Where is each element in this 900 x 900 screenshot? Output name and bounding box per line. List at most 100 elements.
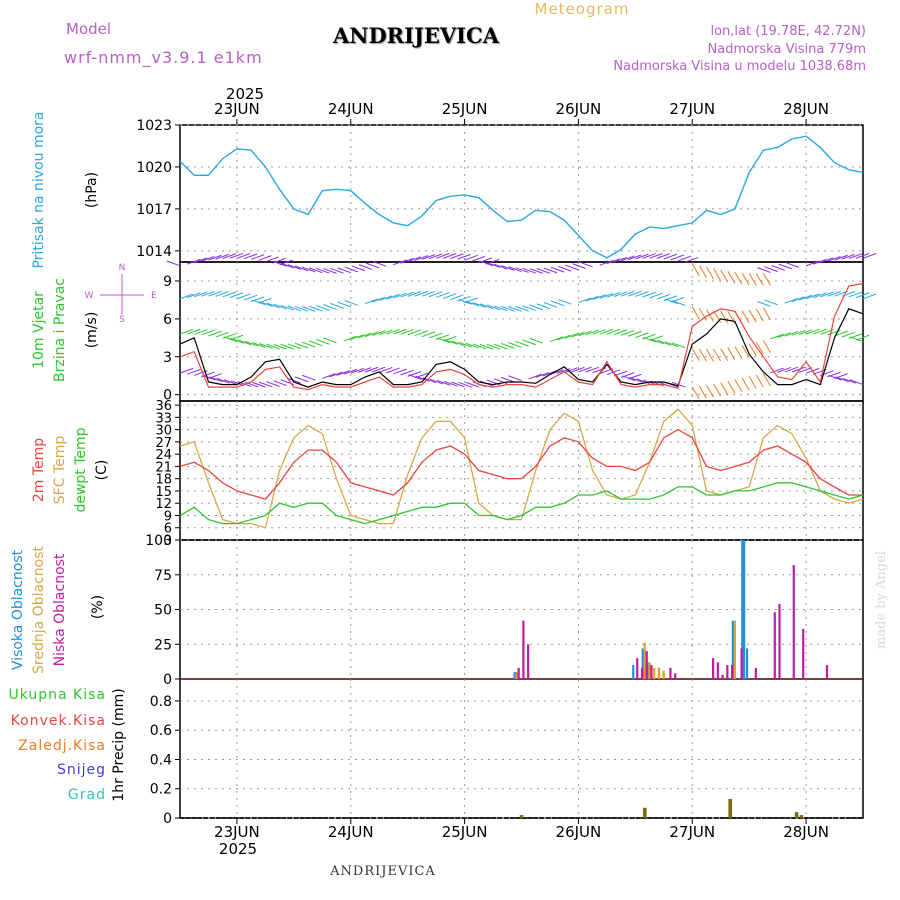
y-tick-label: 1014 (136, 244, 172, 260)
wind-barb (784, 366, 799, 373)
y-tick-label: 1023 (136, 118, 172, 134)
low-cloud-bar (825, 665, 829, 679)
low-cloud-bar (778, 603, 781, 679)
bottom-date-label: 26JUN (556, 823, 602, 841)
wind-barb (827, 291, 841, 297)
wind-barb (720, 269, 729, 283)
wind-barb (827, 371, 841, 378)
wind-barb (691, 386, 700, 400)
wind-barb (273, 380, 287, 387)
sfc-temp-line (179, 408, 864, 529)
wind-barb (635, 332, 649, 339)
wind-barb (522, 267, 536, 274)
wind-barb (834, 254, 848, 261)
wind-barb (677, 255, 692, 262)
y-tick-label: 0 (163, 672, 172, 688)
wind-barb (208, 290, 222, 297)
wind-barb (841, 331, 855, 338)
wind-barb (379, 366, 393, 373)
meteogram-label: Meteogram (535, 0, 630, 18)
cloud-title-3: Niska Oblacnost (52, 553, 68, 666)
wind-barb (236, 253, 251, 259)
wind-barb (229, 292, 244, 299)
wind-barb (628, 331, 642, 337)
wind-barb (252, 299, 266, 306)
wind-barb (649, 292, 663, 299)
pressure-line (179, 135, 864, 259)
wind-barb (407, 291, 421, 297)
y-tick-labels: 9 6 3 0 (163, 274, 863, 404)
wind-barb (465, 300, 479, 307)
page-title: ANDRIJEVICA (332, 23, 500, 48)
high-cloud-bar (741, 540, 746, 679)
wind-gust-line (179, 282, 864, 391)
y-tick-label: 33 (155, 411, 172, 426)
wind-barb (273, 261, 287, 267)
wind-barb (450, 253, 464, 259)
wind-barb (400, 328, 414, 335)
wind-barb (585, 366, 599, 373)
wind-barb (222, 253, 237, 259)
mid-cloud-bar (515, 672, 518, 679)
wind-barb (215, 291, 229, 297)
low-cloud-bar (792, 565, 795, 679)
wind-barb (755, 308, 764, 322)
wind-barb (336, 370, 350, 376)
year-label-bottom: 2025 (219, 840, 257, 858)
y-tick-labels: 100 75 50 25 0 (145, 533, 863, 688)
y-tick-label: 0.2 (150, 782, 172, 798)
wind-barb (273, 343, 287, 350)
y-tick-label: 25 (154, 637, 172, 653)
wind-barb (549, 336, 564, 343)
wind-barb (393, 328, 407, 335)
y-tick-label: 0 (163, 811, 172, 827)
wind-barb (592, 294, 606, 301)
credit-label: made by Angel (874, 551, 889, 649)
wind-barb (698, 308, 707, 321)
wind-barb (515, 267, 529, 273)
wind-barb (778, 263, 793, 270)
wind-barb (223, 336, 238, 343)
wind-barb (656, 293, 671, 300)
wind-barb (457, 295, 471, 302)
wind-barb (578, 366, 592, 373)
wind-barb (813, 328, 827, 335)
wind-barb (386, 328, 400, 335)
wind-barb (259, 343, 273, 349)
wind-barb (280, 262, 295, 269)
wind-barb (522, 339, 536, 346)
wind-barb (734, 271, 743, 285)
wind-barb (748, 376, 757, 389)
wind-barb (664, 341, 679, 348)
wind-barb (421, 331, 436, 338)
wind-barb (179, 367, 194, 374)
wind-barb (557, 298, 572, 305)
wind-barb (444, 380, 458, 387)
wind-barb (400, 291, 414, 298)
wind-barb (330, 267, 344, 274)
wind-barb (791, 329, 806, 336)
wind-barb (741, 344, 750, 358)
wind-barb (265, 256, 279, 263)
wind-barb (684, 256, 699, 263)
y-tick-label: 1017 (136, 202, 172, 218)
y-tick-labels: 1023 1020 1017 1014 (136, 118, 863, 260)
wind-barb (435, 253, 450, 259)
wind-barb (770, 367, 784, 374)
wind-barb (194, 257, 208, 264)
temp-title-2: SFC Temp (52, 436, 68, 505)
wind-barb (834, 330, 848, 337)
wind-barb (557, 265, 572, 272)
wind-barb (444, 339, 458, 345)
y-tick-label: 18 (155, 473, 172, 488)
wind-barb (364, 331, 379, 338)
y-tick-label: 6 (164, 522, 172, 537)
wind-barb (855, 252, 870, 259)
wind-barb (222, 333, 237, 339)
wind-barb (316, 267, 330, 274)
wind-barb (528, 373, 542, 380)
wind-barb (414, 255, 429, 261)
wind-barb (508, 375, 522, 382)
y-tick-label: 0.4 (150, 752, 172, 768)
wind-barb (762, 340, 771, 353)
